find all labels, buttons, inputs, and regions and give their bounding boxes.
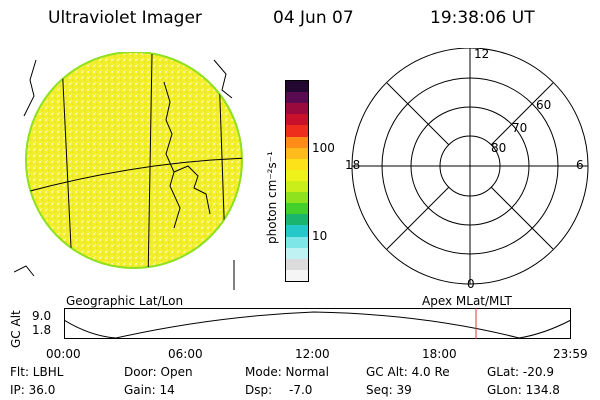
altitude-plot xyxy=(64,308,572,339)
colorbar-segment xyxy=(286,258,308,270)
polar-grid-panel xyxy=(351,48,589,285)
colorbar-segment xyxy=(286,181,308,193)
info-ip: IP: 36.0 xyxy=(10,383,56,397)
mlt-label-6: 6 xyxy=(576,158,584,172)
color-scale-bar xyxy=(285,80,309,282)
alt-ytick-1-8: 1.8 xyxy=(32,323,52,337)
lat-label-60: 60 xyxy=(536,98,552,112)
colorbar-segment xyxy=(286,192,308,204)
lat-label-70: 70 xyxy=(512,121,528,135)
right-panel-caption: Apex MLat/MLT xyxy=(422,294,512,308)
colorbar-segment xyxy=(286,169,308,182)
left-panel-caption: Geographic Lat/Lon xyxy=(66,294,184,308)
colorbar-segment xyxy=(286,158,308,170)
colorbar-unit-label: photon cm⁻²s⁻¹ xyxy=(265,151,279,244)
colorbar-tick-10: 10 xyxy=(312,229,328,243)
uv-image-panel xyxy=(14,52,243,290)
colorbar-segment xyxy=(286,225,308,237)
colorbar-segment xyxy=(286,92,308,104)
mlt-label-18: 18 xyxy=(345,158,361,172)
info-dsp-value: -7.0 xyxy=(289,383,313,397)
colorbar-tick-100: 100 xyxy=(312,141,335,155)
alt-ylabel: GC Alt xyxy=(9,310,23,348)
colorbar-segment xyxy=(286,236,308,248)
coastlines xyxy=(14,59,235,290)
colorbar-segment xyxy=(286,203,308,215)
info-glon: GLon: 134.8 xyxy=(487,383,560,397)
alt-xtick-1800: 18:00 xyxy=(422,347,457,361)
lat-label-80: 80 xyxy=(491,141,507,155)
info-dsp-label: Dsp: xyxy=(245,383,273,397)
info-glat: GLat: -20.9 xyxy=(487,365,554,379)
alt-xtick-1200: 12:00 xyxy=(295,347,330,361)
alt-xtick-0600: 06:00 xyxy=(168,347,203,361)
info-seq: Seq: 39 xyxy=(366,383,412,397)
info-gain: Gain: 14 xyxy=(124,383,175,397)
colorbar-segment xyxy=(286,147,308,159)
colorbar-segment xyxy=(286,103,308,115)
polar-diagonal-2 xyxy=(490,186,554,250)
header-time: 19:38:06 UT xyxy=(430,8,535,28)
alt-xtick-2359: 23:59 xyxy=(553,347,588,361)
info-filter: Flt: LBHL xyxy=(10,365,64,379)
mlt-label-12: 12 xyxy=(474,47,490,61)
header-date: 04 Jun 07 xyxy=(273,8,354,28)
colorbar-segment xyxy=(286,114,308,126)
colorbar-segment xyxy=(286,81,308,93)
colorbar-segment xyxy=(286,136,308,148)
info-mode: Mode: Normal xyxy=(245,365,329,379)
polar-diagonal-4 xyxy=(386,186,450,250)
polar-diagonal-3 xyxy=(490,82,554,146)
altitude-curve xyxy=(64,311,572,339)
colorbar-segment xyxy=(286,247,308,259)
app-title: Ultraviolet Imager xyxy=(48,8,202,28)
info-gc-alt: GC Alt: 4.0 Re xyxy=(366,365,450,379)
info-door: Door: Open xyxy=(124,365,193,379)
polar-diagonal-1 xyxy=(386,82,450,146)
uv-disk xyxy=(25,52,243,269)
colorbar-segment xyxy=(286,269,308,281)
alt-ytick-9: 9.0 xyxy=(32,309,52,323)
alt-xtick-0000: 00:00 xyxy=(46,347,81,361)
colorbar-segment xyxy=(286,125,308,137)
colorbar-segment xyxy=(286,214,308,226)
mlt-label-0: 0 xyxy=(467,277,475,291)
